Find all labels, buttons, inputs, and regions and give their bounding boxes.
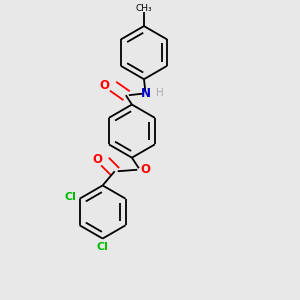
- Text: O: O: [140, 163, 150, 176]
- Text: N: N: [140, 87, 151, 100]
- Text: Cl: Cl: [97, 242, 109, 252]
- Text: H: H: [156, 88, 164, 98]
- Text: Cl: Cl: [64, 192, 76, 202]
- Text: CH₃: CH₃: [136, 4, 152, 13]
- Text: O: O: [99, 79, 109, 92]
- Text: O: O: [92, 153, 102, 166]
